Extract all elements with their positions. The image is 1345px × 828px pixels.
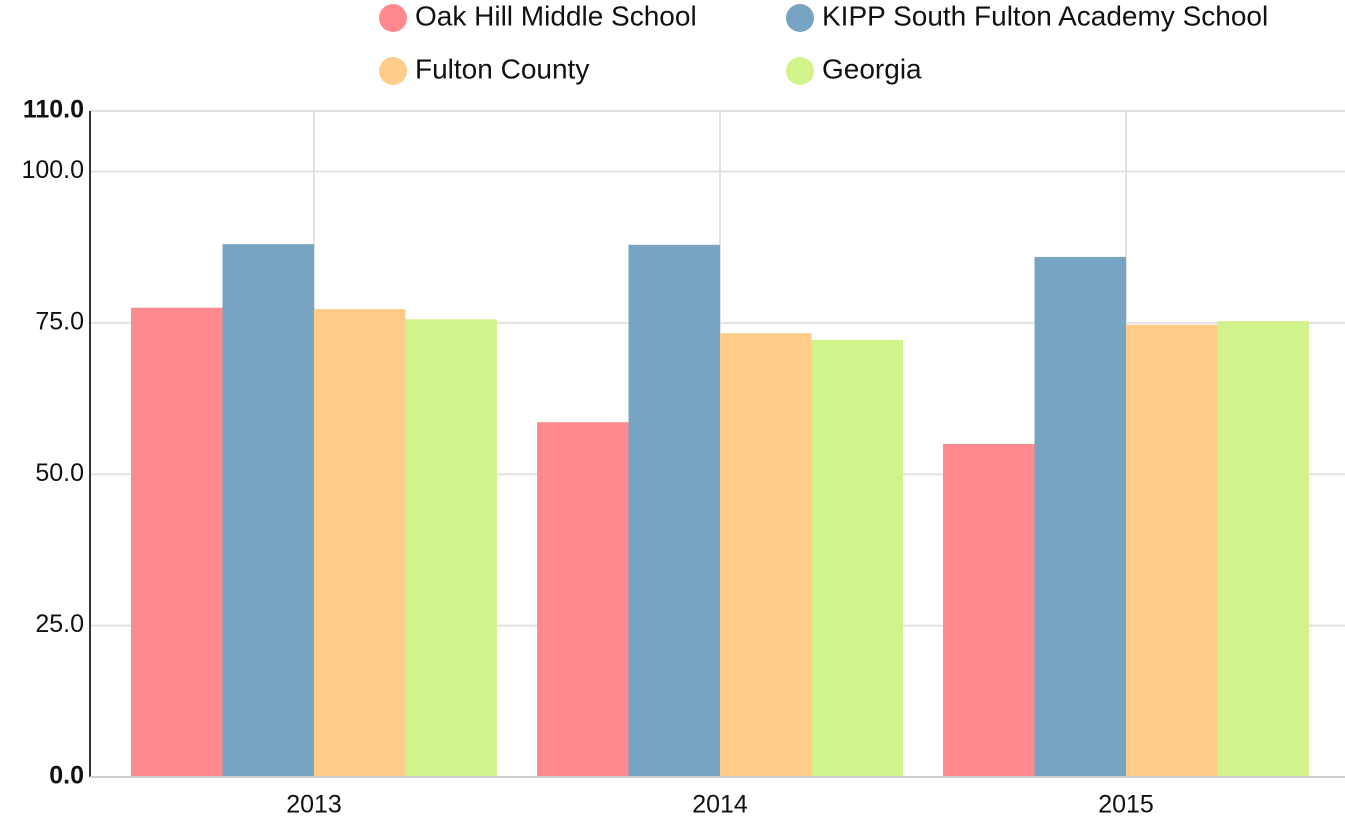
legend-label: Fulton County xyxy=(415,53,589,84)
bar xyxy=(720,333,812,777)
y-tick-label: 100.0 xyxy=(21,156,84,184)
bar xyxy=(131,307,223,777)
y-tick-label: 75.0 xyxy=(35,308,84,336)
bar xyxy=(1034,256,1126,777)
bar xyxy=(1126,324,1218,777)
legend-swatch xyxy=(786,4,814,32)
y-tick-label: 110.0 xyxy=(23,96,84,124)
legend-label: Georgia xyxy=(822,53,922,84)
legend-swatch xyxy=(786,57,814,85)
bar xyxy=(405,319,497,777)
y-tick-label: 25.0 xyxy=(35,610,84,638)
legend-swatch xyxy=(379,57,407,85)
bar xyxy=(1217,321,1309,777)
y-tick-label: 50.0 xyxy=(35,459,84,487)
legend-label: KIPP South Fulton Academy School xyxy=(822,0,1268,31)
bar xyxy=(811,339,903,777)
legend-swatch xyxy=(379,4,407,32)
x-tick-label: 2015 xyxy=(1098,791,1154,819)
x-tick-label: 2013 xyxy=(286,791,342,819)
bar xyxy=(628,244,720,778)
y-tick-label: 0.0 xyxy=(49,762,84,790)
bar xyxy=(314,308,406,777)
legend-label: Oak Hill Middle School xyxy=(415,0,697,31)
bar xyxy=(222,244,314,777)
x-tick-label: 2014 xyxy=(692,791,748,819)
bar xyxy=(537,422,629,777)
bar xyxy=(943,444,1035,777)
